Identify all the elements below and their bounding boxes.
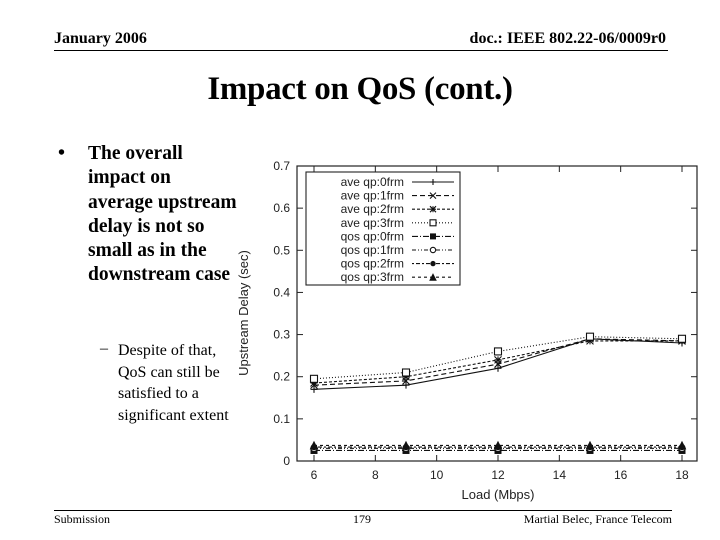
x-tick-label: 12 [491,468,505,482]
y-tick-label: 0.5 [273,243,290,257]
series-qos-qp-3frm [309,440,687,450]
slide-title: Impact on QoS (cont.) [207,71,513,107]
legend-entry-label: qos qp:2frm [341,257,404,271]
x-tick-label: 14 [553,468,567,482]
sub-bullet-marker: – [100,340,108,357]
y-tick-label: 0.4 [273,285,290,299]
y-tick-label: 0.3 [273,328,290,342]
bullet-text: The overall impact on average upstream d… [88,143,237,286]
x-axis-label: Load (Mbps) [462,487,535,502]
legend-box [305,171,461,286]
plot-frame [296,165,698,462]
legend-entry-label: ave qp:3frm [341,216,404,230]
y-tick-label: 0 [283,454,290,468]
legend-entry-label: ave qp:2frm [341,202,404,216]
x-tick-label: 16 [614,468,628,482]
y-tick-label: 0.1 [273,412,290,426]
legend-entry-label: ave qp:0frm [341,175,404,189]
legend-entry-label: qos qp:3frm [341,270,404,284]
y-tick-label: 0.6 [273,201,290,215]
y-tick-label: 0.2 [273,370,290,384]
legend-entry-label: qos qp:0frm [341,229,404,243]
series-ave-qp-3frm [309,332,687,383]
x-tick-label: 10 [430,468,444,482]
header-doc-id: doc.: IEEE 802.22-06/0009r0 [469,30,666,47]
chart-series [309,332,687,454]
footer-author: Martial Belec, France Telecom [523,512,672,526]
x-tick-label: 8 [372,468,379,482]
bullet-marker: • [58,142,66,164]
legend-entry-label: ave qp:1frm [341,189,404,203]
chart-axes: 0 0.1 0.2 0.3 0.4 0.5 0.6 0.7 6 8 10 12 14 16 18 [273,159,698,482]
footer-page-number: 179 [353,512,371,526]
header-divider [54,50,668,51]
y-axis-label: Upstream Delay (sec) [236,250,251,376]
x-tick-label: 6 [311,468,318,482]
sub-bullet-text: Despite of that, QoS can still be satisf… [118,342,229,425]
x-tick-label: 18 [675,468,689,482]
header-date: January 2006 [54,30,147,47]
legend-entry-label: qos qp:1frm [341,243,404,257]
series-ave-qp-2frm [310,337,686,387]
y-tick-label: 0.7 [273,159,290,173]
footer-submission: Submission [54,512,111,526]
footer-divider [54,510,672,511]
